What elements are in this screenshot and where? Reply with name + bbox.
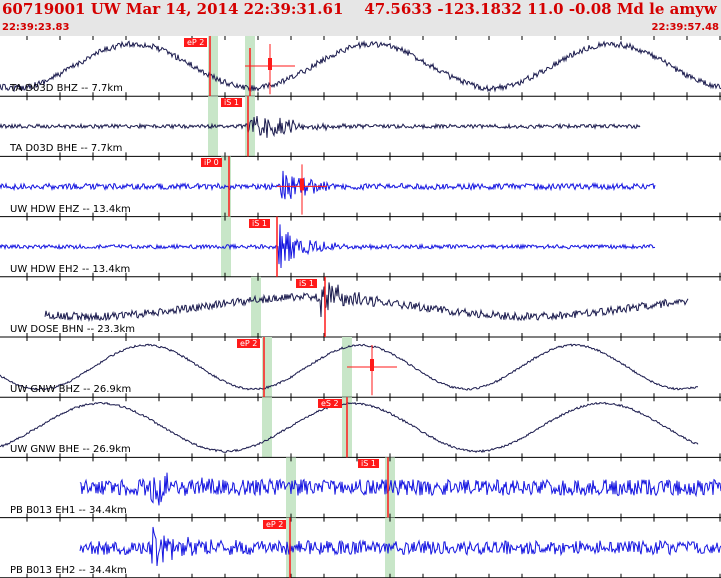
channel-label: PB B013 EH2 -- 34.4km [10,564,127,576]
trace-channel-8[interactable] [0,457,721,519]
trace-channel-3[interactable] [0,156,721,218]
channel-label: UW HDW EHZ -- 13.4km [10,203,131,215]
waveform [79,526,721,567]
waveform [0,343,699,391]
pick-label[interactable]: iS 1 [221,98,242,108]
time-end: 22:39:57.48 [651,22,719,33]
trace-channel-7[interactable] [0,397,721,458]
channel-label: UW GNW BHE -- 26.9km [10,444,131,456]
channel-label: PB B013 EH1 -- 34.4km [10,504,127,516]
pick-label[interactable]: eS 2 [318,399,342,409]
channel-label: UW GNW BHZ -- 26.9km [10,384,132,396]
time-start: 22:39:23.83 [2,22,70,33]
pick-label[interactable]: iS 1 [296,278,317,288]
trace-channel-5[interactable] [0,276,721,338]
waveform [0,115,641,138]
waveform [0,170,656,200]
pick-window [262,337,272,398]
pick-label[interactable]: iP 0 [201,158,222,168]
trace-panel[interactable] [0,36,721,578]
pick-label[interactable]: eP 2 [184,38,208,47]
pick-window [245,96,255,157]
pick-label[interactable]: iS 1 [249,218,270,228]
trace-channel-4[interactable] [0,216,721,278]
pick-window [262,397,272,458]
trace-channel-6[interactable] [0,337,721,398]
coda-box[interactable] [300,178,304,191]
channel-label: TA D03D BHZ -- 7.7km [10,83,123,95]
coda-box[interactable] [370,359,374,371]
pick-window [208,36,218,97]
pick-label[interactable]: eP 2 [263,519,287,529]
waveform [0,224,656,269]
channel-label: TA D03D BHE -- 7.7km [10,143,123,155]
channel-label: UW DOSE BHN -- 23.3km [10,324,136,335]
waveform [0,401,699,453]
waveform [79,472,721,506]
trace-channel-1[interactable] [0,36,721,97]
pick-window [251,276,261,337]
trace-channel-2[interactable] [0,96,721,157]
coda-box[interactable] [268,58,272,70]
waveform [0,40,721,93]
waveform [44,282,689,322]
event-header: 60719001 UW Mar 14, 2014 22:39:31.61 47.… [0,0,721,36]
pick-label[interactable]: iS 1 [358,459,379,469]
event-title: 60719001 UW Mar 14, 2014 22:39:31.61 47.… [2,0,717,18]
channel-label: UW HDW EH2 -- 13.4km [10,263,131,275]
pick-label[interactable]: eP 2 [237,339,261,348]
